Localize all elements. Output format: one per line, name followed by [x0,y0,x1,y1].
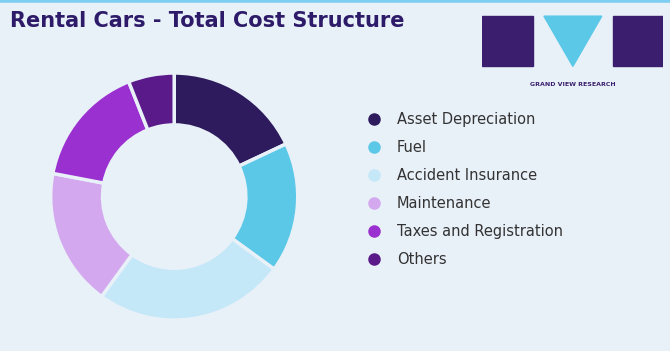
Text: Rental Cars - Total Cost Structure: Rental Cars - Total Cost Structure [10,11,405,31]
Legend: Asset Depreciation, Fuel, Accident Insurance, Maintenance, Taxes and Registratio: Asset Depreciation, Fuel, Accident Insur… [359,112,563,267]
Polygon shape [544,16,602,66]
Wedge shape [129,73,174,130]
Wedge shape [51,173,132,297]
Wedge shape [232,144,297,269]
Wedge shape [53,82,148,183]
Text: GRAND VIEW RESEARCH: GRAND VIEW RESEARCH [530,82,616,87]
Wedge shape [102,239,274,320]
Bar [612,16,663,66]
Wedge shape [174,73,286,166]
Bar [482,16,533,66]
